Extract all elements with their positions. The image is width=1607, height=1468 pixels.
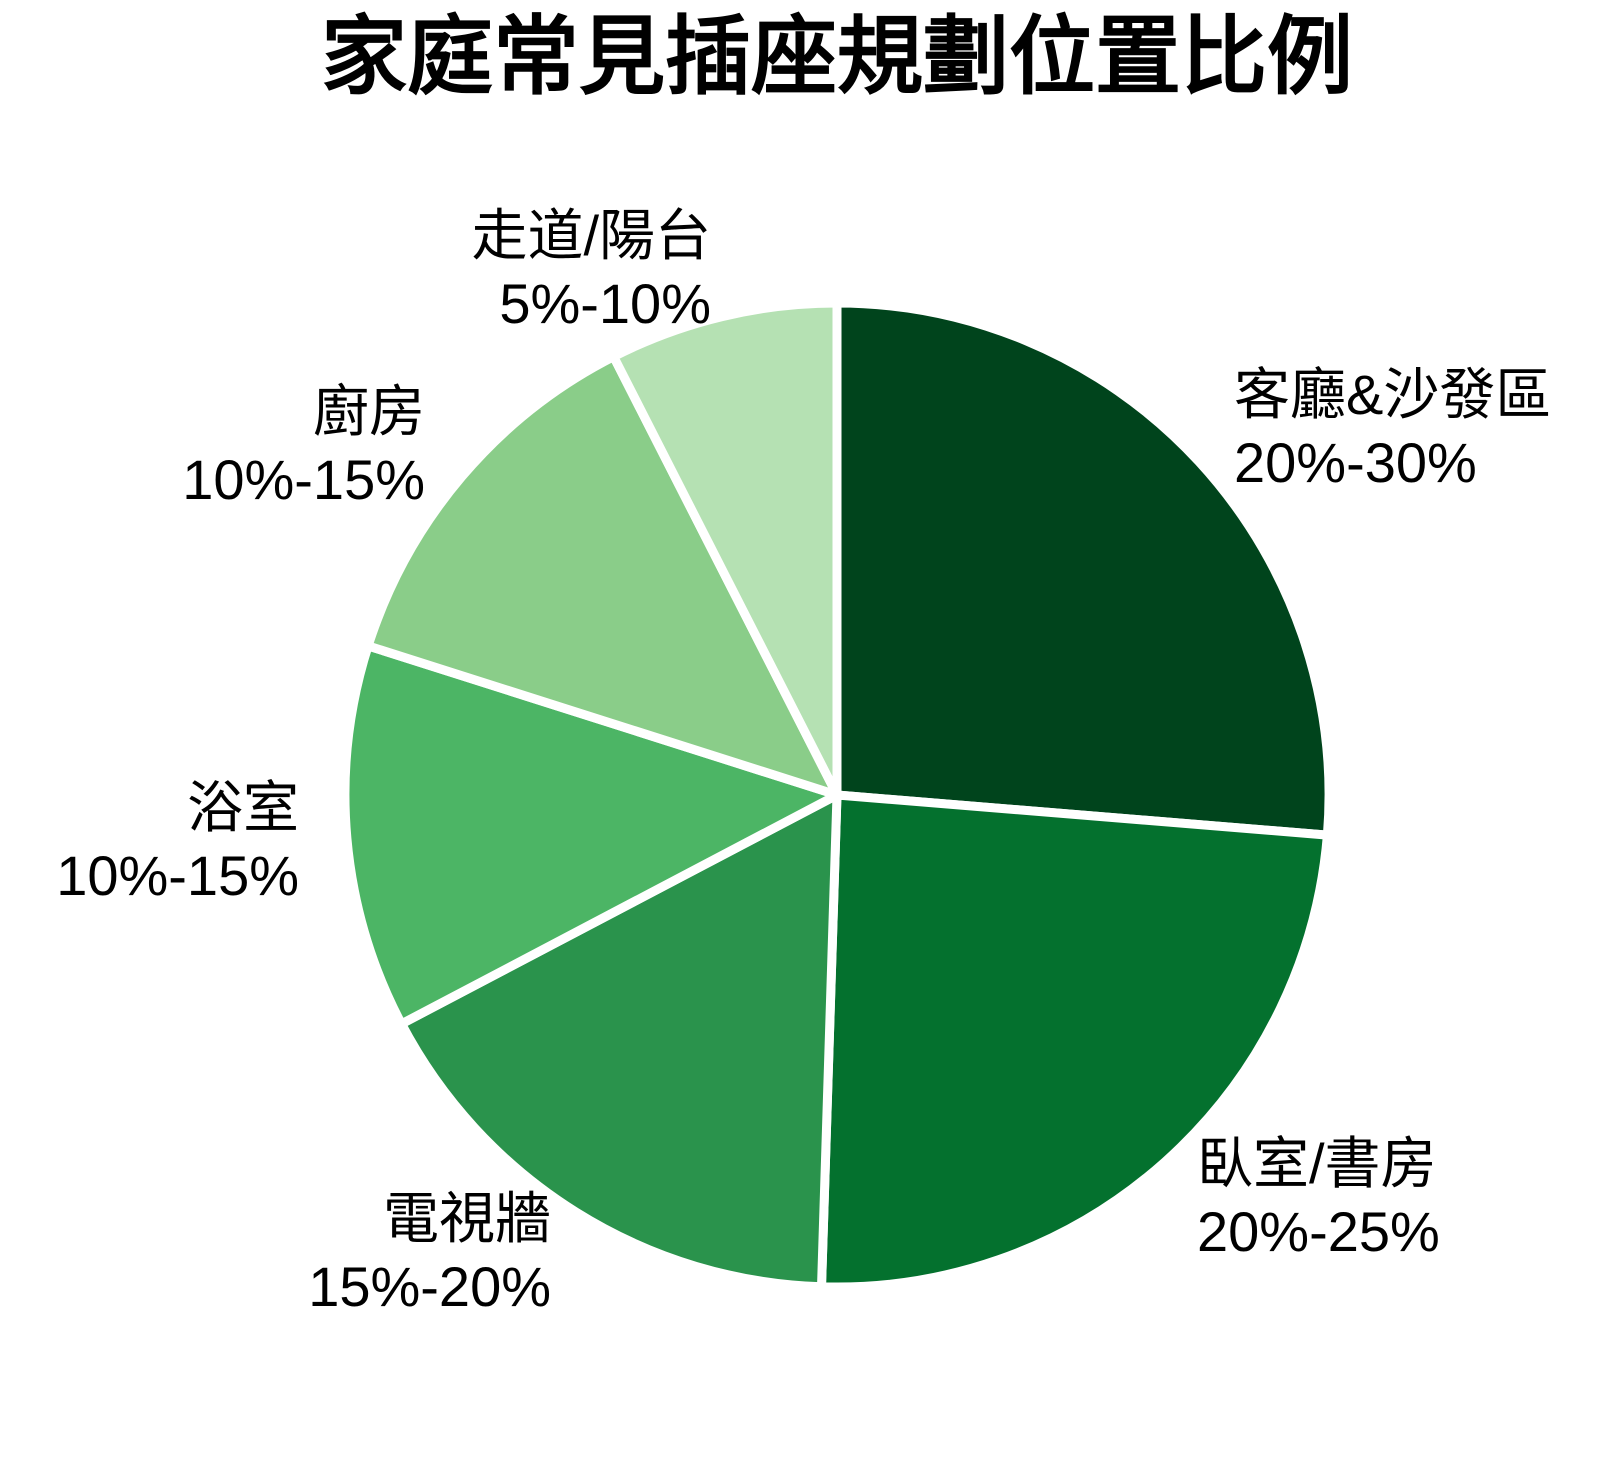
pie-slice-3 [397, 790, 842, 1292]
pie-slice-1 [832, 298, 1334, 840]
pie-slice-4 [340, 641, 842, 1029]
chart-title: 家庭常見插座規劃位置比例 [321, 9, 1353, 105]
pie-slice-6 [609, 298, 842, 800]
pie-slice-5 [363, 352, 842, 800]
pie-slice-2 [817, 790, 1332, 1292]
